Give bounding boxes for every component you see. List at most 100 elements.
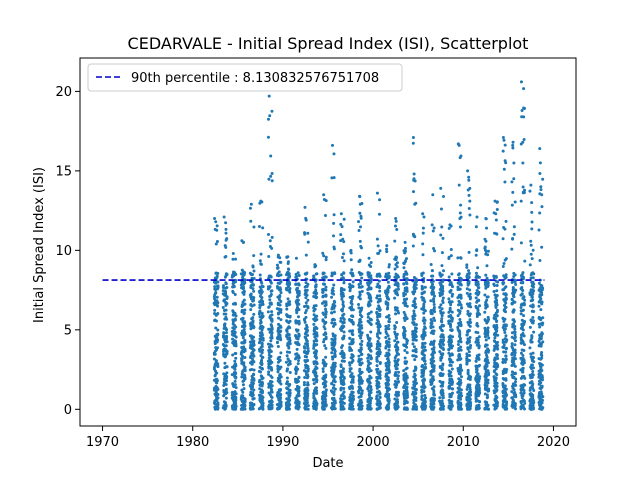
data-point xyxy=(494,218,498,222)
data-point xyxy=(458,281,462,285)
data-point xyxy=(403,356,407,360)
data-point xyxy=(285,329,289,333)
data-point xyxy=(502,281,506,285)
data-point xyxy=(511,356,515,360)
data-point xyxy=(456,256,460,260)
data-point xyxy=(351,394,355,398)
data-point xyxy=(315,272,319,276)
data-point xyxy=(492,369,496,373)
data-point xyxy=(368,374,372,378)
data-point xyxy=(341,397,345,401)
data-point xyxy=(215,371,219,375)
data-point xyxy=(286,297,290,301)
data-point xyxy=(330,307,334,311)
data-point xyxy=(332,365,336,369)
data-point xyxy=(510,203,514,207)
data-point xyxy=(360,339,364,343)
data-point xyxy=(366,403,370,407)
data-point xyxy=(484,286,488,290)
data-point xyxy=(442,335,446,339)
data-point xyxy=(295,295,299,299)
data-point xyxy=(492,290,496,294)
data-point xyxy=(314,288,318,292)
data-point xyxy=(403,348,407,352)
data-point xyxy=(378,308,382,312)
data-point xyxy=(321,290,325,294)
data-point xyxy=(440,355,444,359)
data-point xyxy=(314,367,318,371)
data-point xyxy=(359,225,363,229)
data-point xyxy=(358,376,362,380)
data-point xyxy=(278,286,282,290)
data-point xyxy=(342,259,346,263)
data-point xyxy=(420,345,424,349)
data-point xyxy=(420,390,424,394)
data-point xyxy=(267,327,271,331)
data-point xyxy=(314,350,318,354)
data-point xyxy=(502,319,506,323)
data-point xyxy=(441,236,445,240)
data-point xyxy=(306,298,310,302)
data-point xyxy=(376,341,380,345)
data-point xyxy=(414,335,418,339)
data-point xyxy=(323,392,327,396)
data-point xyxy=(377,354,381,358)
data-point xyxy=(286,267,290,271)
data-point xyxy=(521,277,525,281)
data-point xyxy=(405,278,409,282)
data-point xyxy=(260,345,264,349)
data-point xyxy=(405,374,409,378)
data-point xyxy=(331,324,335,328)
data-point xyxy=(439,400,443,404)
data-point xyxy=(503,286,507,290)
data-point xyxy=(243,271,247,275)
data-point xyxy=(404,280,408,284)
data-point xyxy=(451,292,455,296)
data-point xyxy=(330,271,334,275)
data-point xyxy=(469,375,473,379)
data-point xyxy=(332,399,336,403)
data-point xyxy=(501,404,505,408)
data-point xyxy=(439,309,443,313)
data-point xyxy=(393,397,397,401)
data-point xyxy=(332,247,336,251)
data-point xyxy=(357,306,361,310)
data-point xyxy=(332,283,336,287)
data-point xyxy=(277,297,281,301)
data-point xyxy=(294,272,298,276)
data-point xyxy=(423,345,427,349)
data-point xyxy=(350,268,354,272)
data-point xyxy=(286,398,290,402)
data-point xyxy=(233,293,237,297)
data-point xyxy=(252,368,256,372)
data-point xyxy=(484,338,488,342)
data-point xyxy=(261,389,265,393)
data-point xyxy=(258,406,262,410)
data-point xyxy=(376,251,380,255)
data-point xyxy=(386,398,390,402)
data-point xyxy=(314,386,318,390)
data-point xyxy=(214,287,218,291)
data-point xyxy=(449,378,453,381)
data-point xyxy=(378,289,382,293)
data-point xyxy=(438,344,442,348)
data-point xyxy=(366,287,370,291)
data-point xyxy=(339,326,343,330)
data-point xyxy=(367,393,371,397)
data-point xyxy=(412,309,416,313)
data-point xyxy=(215,301,219,305)
data-point xyxy=(359,336,363,340)
data-point xyxy=(375,332,379,336)
data-point xyxy=(441,394,445,398)
data-point xyxy=(241,354,244,358)
data-point xyxy=(267,177,271,181)
data-point xyxy=(340,255,344,259)
data-point xyxy=(324,315,328,319)
data-point xyxy=(348,369,352,373)
data-point xyxy=(357,270,361,274)
data-point xyxy=(438,364,442,368)
data-point xyxy=(393,267,397,271)
data-point xyxy=(342,281,346,285)
data-point xyxy=(413,358,417,362)
data-point xyxy=(522,399,526,403)
